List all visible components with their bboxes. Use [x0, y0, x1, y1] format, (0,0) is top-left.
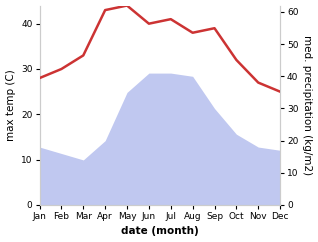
X-axis label: date (month): date (month)	[121, 227, 199, 236]
Y-axis label: max temp (C): max temp (C)	[5, 69, 16, 141]
Y-axis label: med. precipitation (kg/m2): med. precipitation (kg/m2)	[302, 35, 313, 175]
